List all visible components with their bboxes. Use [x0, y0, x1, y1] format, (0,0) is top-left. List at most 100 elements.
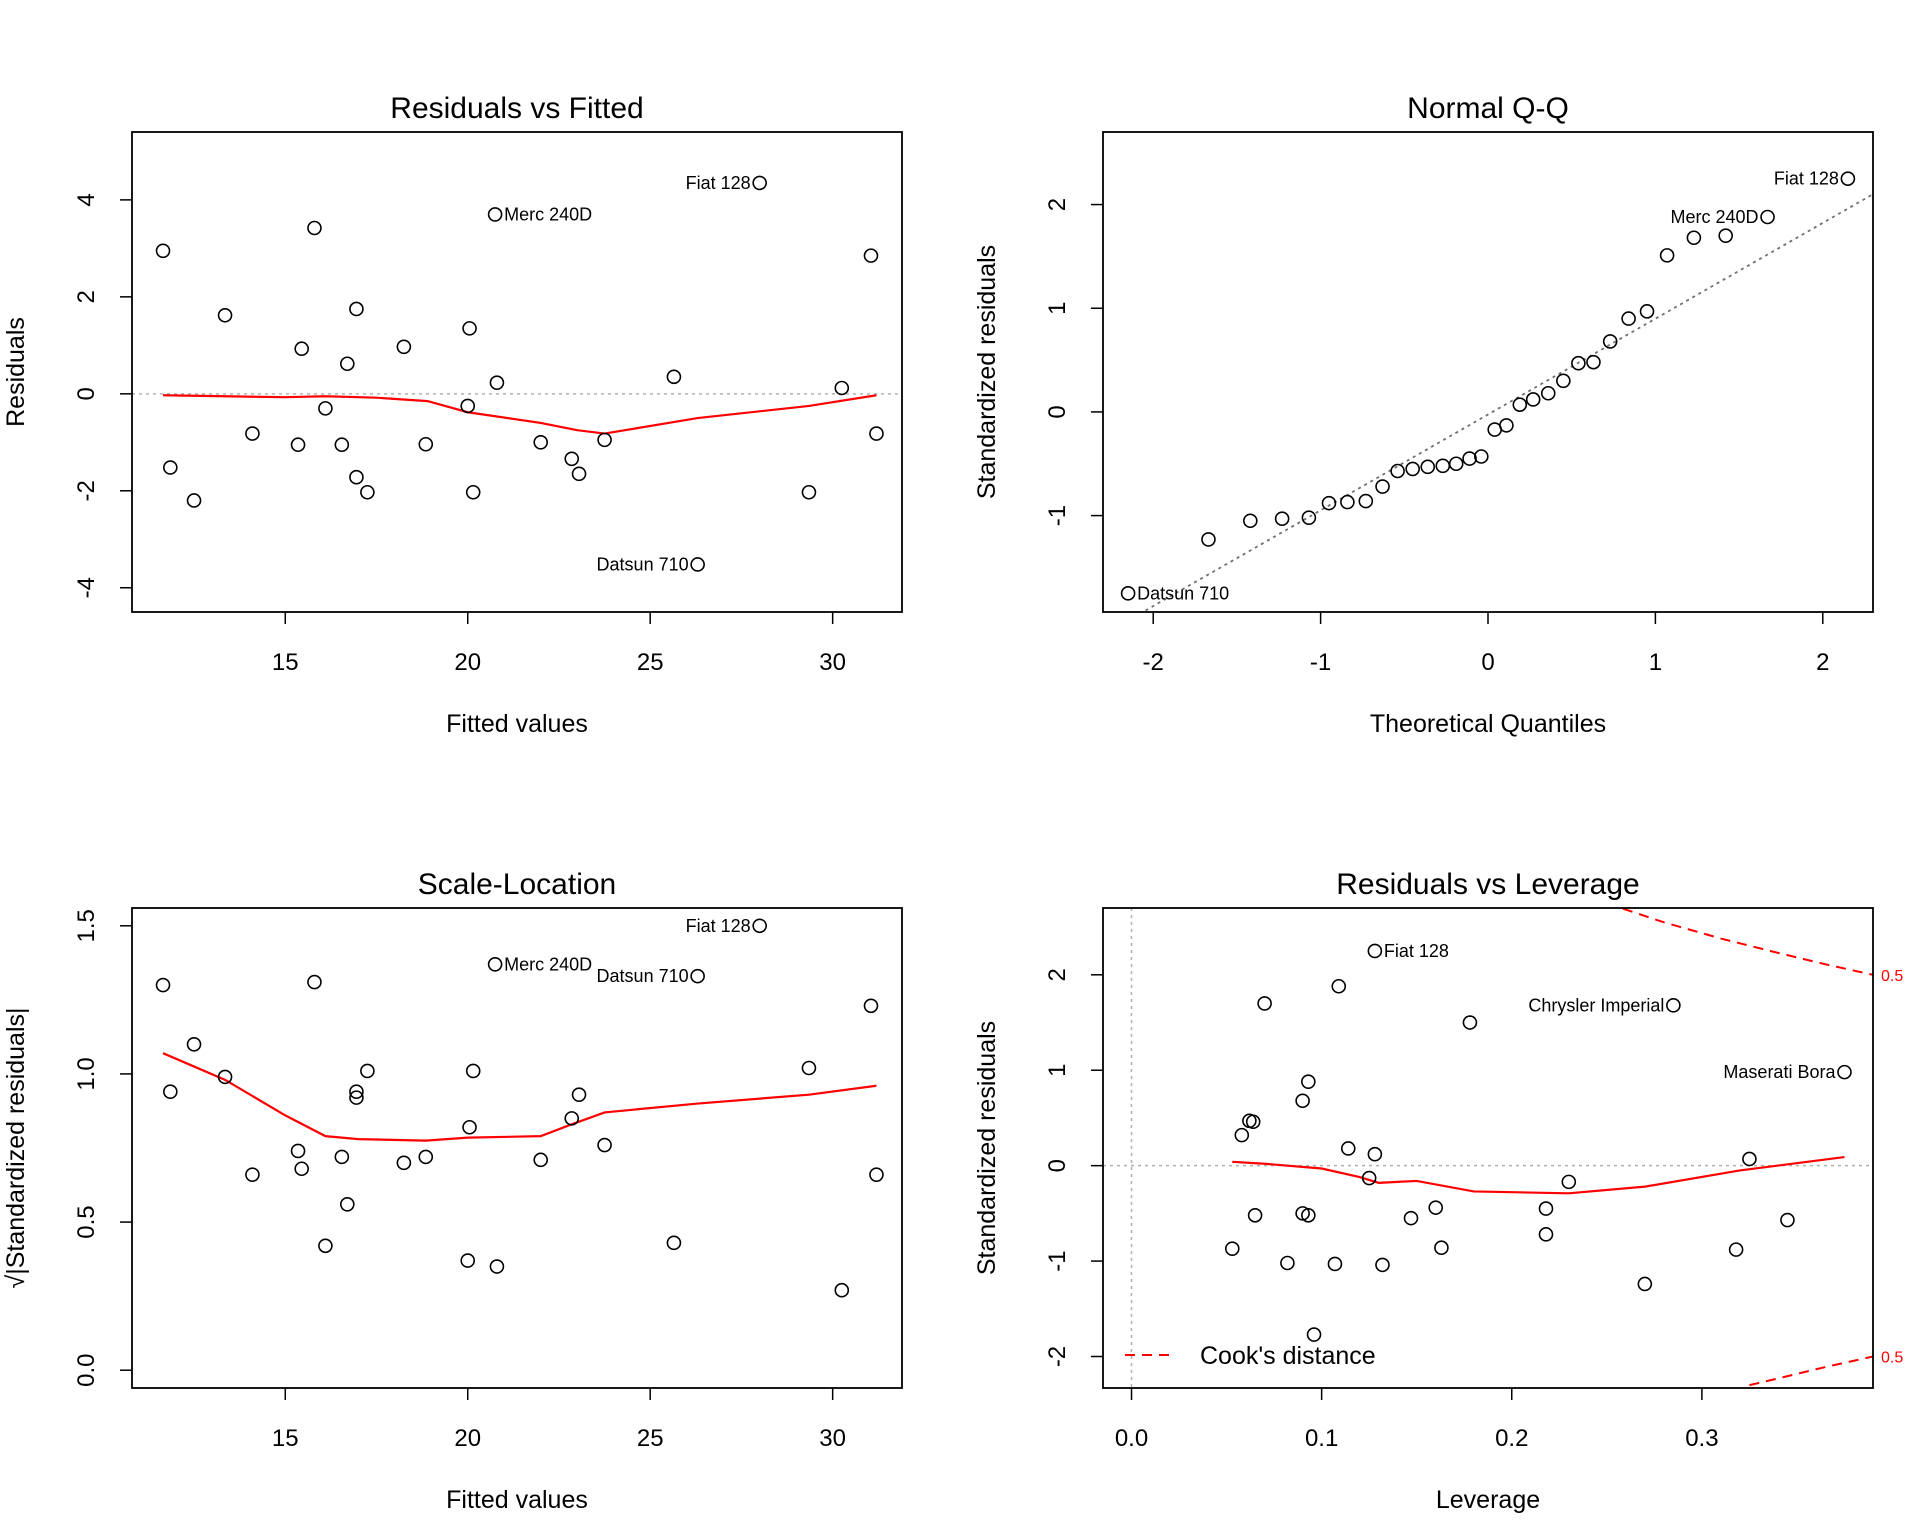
data-point	[245, 1167, 260, 1182]
data-point	[1538, 1227, 1554, 1242]
x-tick-label: 0.1	[1305, 1425, 1338, 1452]
data-point	[1742, 1151, 1757, 1167]
x-axis-label: Fitted values	[446, 1486, 588, 1514]
data-point	[489, 375, 505, 390]
data-point	[418, 1149, 434, 1165]
data-point	[1295, 1093, 1310, 1109]
data-point	[465, 484, 481, 500]
data-point	[1666, 998, 1681, 1013]
y-tick-label: 0.5	[73, 1205, 100, 1238]
y-tick-label: 0	[1044, 1159, 1071, 1172]
data-point	[349, 1084, 364, 1100]
data-point	[1321, 495, 1337, 511]
y-axis-label: √|Standardized residuals|	[2, 1007, 30, 1288]
data-point	[1301, 1074, 1316, 1089]
data-point	[666, 369, 682, 385]
data-point	[690, 557, 705, 572]
data-point	[1257, 996, 1272, 1011]
point-label: Datsun 710	[597, 966, 689, 986]
data-point	[1686, 230, 1702, 246]
data-point	[487, 956, 503, 972]
data-point	[217, 307, 233, 323]
plot-frame	[1102, 907, 1874, 1389]
data-point	[1340, 494, 1355, 510]
smooth-line	[1232, 1155, 1845, 1195]
smooth-line	[163, 394, 877, 435]
data-point	[1538, 1201, 1554, 1216]
x-tick-label: 1	[1649, 649, 1662, 676]
x-axis-label: Theoretical Quantiles	[1370, 710, 1606, 738]
data-point	[1434, 1240, 1449, 1256]
chart-title: Scale-Location	[418, 868, 616, 901]
data-point	[1367, 1146, 1383, 1162]
data-point	[1462, 1015, 1478, 1030]
smooth-line	[162, 1052, 877, 1142]
data-point	[1201, 532, 1216, 547]
data-point	[597, 432, 612, 448]
y-axis-label: Residuals	[2, 317, 30, 427]
data-point	[1718, 228, 1733, 243]
data-point	[1301, 1207, 1316, 1223]
data-point	[1556, 373, 1571, 389]
plot-frame	[1102, 131, 1874, 613]
data-point	[1306, 1327, 1322, 1342]
y-tick-label: -2	[1044, 1346, 1071, 1367]
data-point	[1403, 1210, 1419, 1226]
data-point	[1331, 978, 1347, 994]
y-tick-label: 1	[1044, 1064, 1071, 1077]
panel-2: Normal Q-Q Theoretical Quantiles Standardi…	[973, 92, 1874, 738]
data-point	[1358, 493, 1374, 509]
data-point	[1301, 510, 1317, 525]
data-point	[1120, 586, 1136, 601]
point-label: Chrysler Imperial	[1528, 995, 1664, 1015]
data-point	[155, 977, 171, 993]
point-label: Datsun 710	[597, 554, 689, 574]
cooks-distance-contour	[1617, 908, 1873, 976]
data-point	[1561, 1174, 1577, 1190]
data-point	[460, 1253, 476, 1268]
data-point	[340, 1196, 355, 1212]
data-point	[1420, 459, 1436, 475]
data-point	[396, 1155, 412, 1171]
x-tick-label: 0.2	[1495, 1425, 1528, 1452]
data-point	[460, 398, 476, 414]
data-point	[1586, 354, 1601, 370]
data-point	[571, 1087, 587, 1102]
data-point	[533, 435, 549, 450]
x-axis-label: Fitted values	[446, 710, 588, 738]
data-point	[307, 974, 322, 990]
data-point	[1247, 1207, 1263, 1223]
x-tick-label: 30	[819, 1425, 846, 1452]
plot-frame	[131, 907, 903, 1389]
data-point	[318, 1238, 333, 1254]
qq-reference-line	[1141, 193, 1873, 612]
data-point	[1224, 1241, 1240, 1256]
data-point	[217, 1069, 233, 1085]
data-point	[834, 380, 850, 396]
legend-entry: Cook's distance	[1200, 1342, 1376, 1370]
point-label: Fiat 128	[686, 916, 751, 936]
x-tick-label: 0.0	[1115, 1425, 1148, 1452]
data-point	[869, 426, 884, 441]
data-point	[462, 1119, 477, 1135]
data-point	[1462, 451, 1477, 466]
point-label: Fiat 128	[1774, 169, 1839, 189]
data-point	[1512, 397, 1528, 412]
x-tick-label: 15	[272, 649, 299, 676]
data-point	[1540, 385, 1556, 401]
data-point	[564, 1111, 580, 1126]
plot-area	[1103, 908, 1873, 1388]
data-point	[869, 1167, 884, 1182]
data-point	[349, 1090, 364, 1105]
y-tick-label: 1.0	[73, 1057, 100, 1090]
y-tick-label: -4	[73, 577, 100, 598]
data-point	[245, 426, 260, 441]
x-tick-label: 0	[1481, 649, 1494, 676]
cooks-contour-label: 0.5	[1881, 968, 1903, 985]
plot-area	[1141, 193, 1873, 612]
chart-title: Normal Q-Q	[1407, 92, 1569, 125]
data-point	[1405, 461, 1420, 477]
y-tick-label: 0.0	[73, 1354, 100, 1387]
plot-area	[132, 393, 902, 435]
